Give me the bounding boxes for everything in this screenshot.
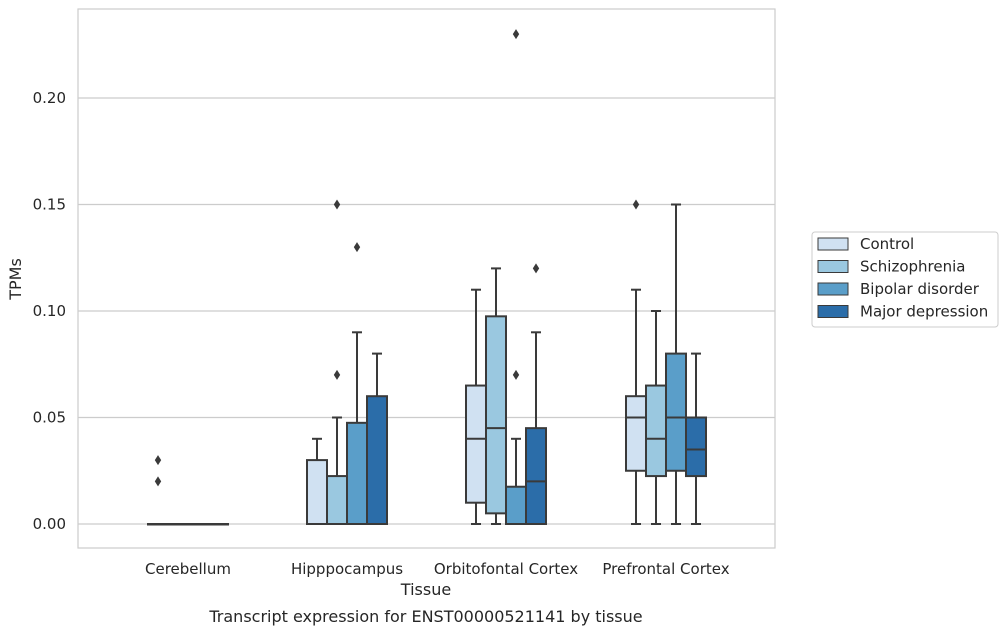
box bbox=[465, 288, 487, 525]
figure-caption: Transcript expression for ENST0000052114… bbox=[208, 607, 642, 626]
box-body bbox=[685, 416, 707, 478]
series-major-depression bbox=[207, 263, 707, 526]
box bbox=[167, 523, 189, 526]
box-body bbox=[306, 459, 328, 526]
box-series bbox=[147, 29, 707, 526]
box-body bbox=[366, 395, 388, 526]
x-tick-label: Prefrontal Cortex bbox=[602, 560, 729, 578]
box bbox=[525, 263, 547, 525]
box bbox=[645, 310, 667, 525]
x-axis-title: Tissue bbox=[400, 580, 451, 599]
box-body bbox=[505, 485, 527, 526]
outlier-point bbox=[333, 199, 341, 210]
y-tick-label: 0.20 bbox=[33, 89, 66, 107]
series-control bbox=[147, 199, 647, 526]
legend-swatch bbox=[817, 282, 849, 296]
box bbox=[685, 352, 707, 525]
box bbox=[187, 523, 209, 526]
x-tick-label: Orbitofontal Cortex bbox=[434, 560, 578, 578]
legend-swatch bbox=[817, 305, 849, 318]
box-body bbox=[525, 427, 547, 525]
box bbox=[207, 523, 229, 526]
y-tick-label: 0.05 bbox=[33, 409, 66, 427]
x-axis-ticks: Cerebellum Hipppocampus Orbitofontal Corte… bbox=[145, 560, 730, 578]
box-body bbox=[645, 384, 667, 478]
box bbox=[625, 199, 647, 525]
legend-swatch bbox=[817, 260, 849, 273]
series-bipolar-disorder bbox=[187, 29, 687, 526]
y-tick-label: 0.10 bbox=[33, 302, 66, 320]
outlier-point bbox=[154, 476, 162, 487]
box bbox=[346, 242, 368, 526]
box bbox=[485, 267, 507, 525]
box bbox=[505, 29, 527, 526]
box bbox=[147, 455, 169, 526]
box-body bbox=[665, 352, 687, 472]
outlier-point bbox=[333, 369, 341, 380]
box bbox=[665, 203, 687, 525]
legend-swatch bbox=[817, 237, 849, 251]
box bbox=[306, 437, 328, 526]
outlier-point bbox=[512, 29, 520, 40]
box-body bbox=[485, 315, 507, 515]
x-tick-label: Hipppocampus bbox=[291, 560, 403, 578]
legend-frame bbox=[811, 231, 999, 328]
legend-label: Schizophrenia bbox=[860, 258, 965, 276]
box-body bbox=[625, 395, 647, 472]
outlier-point bbox=[353, 242, 361, 253]
legend-label: Major depression bbox=[860, 303, 988, 321]
outlier-point bbox=[532, 263, 540, 274]
y-axis-title: TPMs bbox=[6, 258, 25, 301]
legend-label: Control bbox=[860, 235, 914, 253]
box bbox=[326, 199, 348, 526]
box-body bbox=[346, 421, 368, 526]
outlier-point bbox=[512, 369, 520, 380]
y-axis-ticks: 0.00 0.05 0.10 0.15 0.20 bbox=[33, 89, 66, 533]
box-body bbox=[465, 384, 487, 504]
outlier-point bbox=[632, 199, 640, 210]
legend-label: Bipolar disorder bbox=[860, 280, 980, 298]
x-tick-label: Cerebellum bbox=[145, 560, 231, 578]
plot-frame bbox=[77, 8, 776, 549]
box-body bbox=[326, 475, 348, 526]
legend: Control Schizophrenia Bipolar disorder Majo… bbox=[811, 231, 999, 328]
y-tick-label: 0.15 bbox=[33, 196, 66, 214]
outlier-point bbox=[154, 455, 162, 466]
box bbox=[366, 352, 388, 526]
series-schizophrenia bbox=[167, 199, 667, 526]
y-tick-label: 0.00 bbox=[33, 515, 66, 533]
